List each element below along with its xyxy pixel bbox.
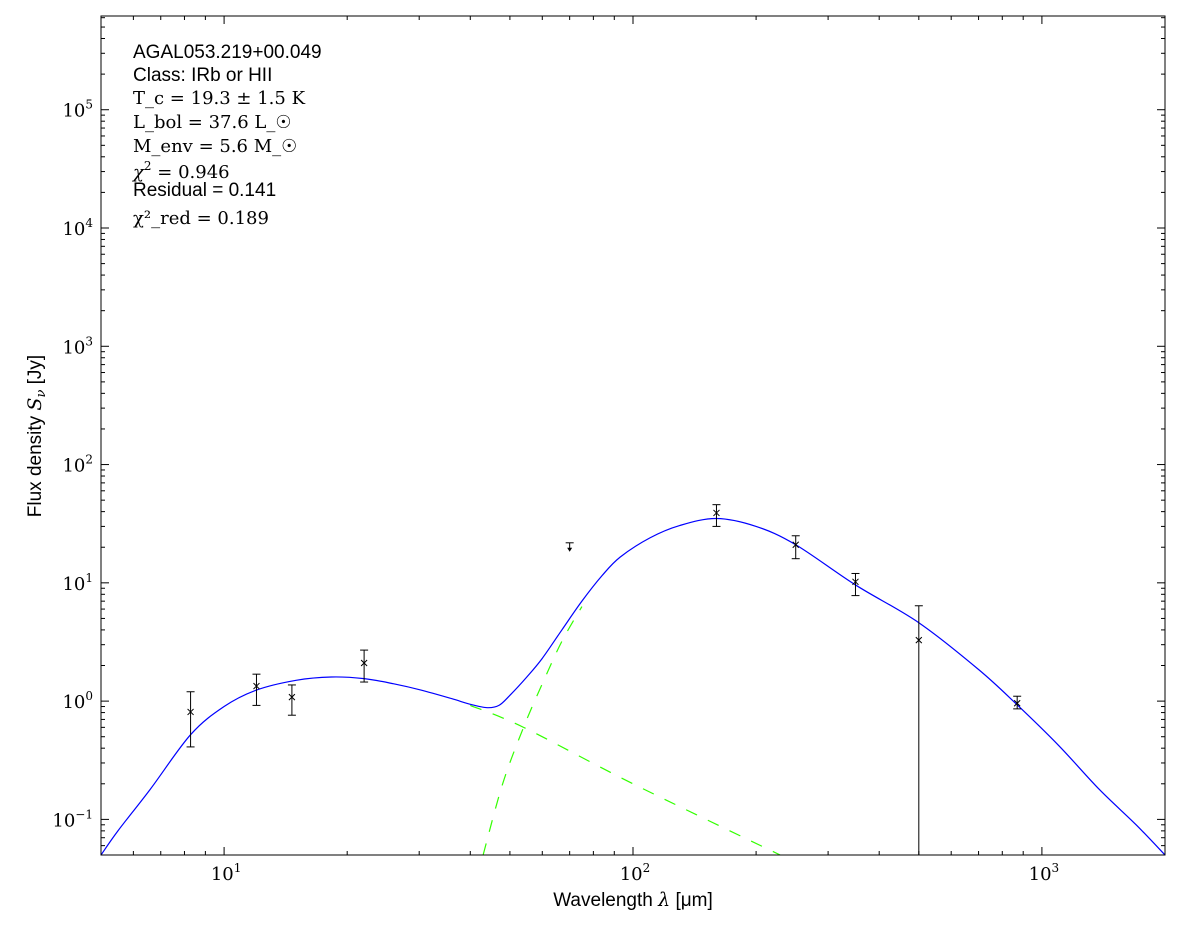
x-tick-label: 103: [1029, 861, 1060, 885]
point-marker: [187, 708, 194, 716]
plot-area: [101, 16, 1165, 855]
x-axis-label: Wavelength λ [μm]: [553, 889, 713, 911]
data-point: [186, 691, 195, 748]
class-label: Class: IRb or HII: [133, 65, 272, 86]
data-point: [712, 504, 721, 527]
point-marker: [288, 693, 296, 701]
point-marker: [1013, 699, 1021, 707]
point-marker: [253, 682, 260, 690]
x-tick-label: 102: [620, 861, 651, 885]
axis-ticks: [100, 16, 1166, 856]
data-point: [360, 649, 369, 683]
math-annotations: T_c = 19.3 ± 1.5 K L_bol = 37.6 L_☉ M_en…: [131, 88, 306, 229]
chi2-label: χ2 = 0.946: [131, 159, 230, 183]
y-tick-label: 100: [62, 689, 93, 713]
point-marker: [915, 636, 923, 644]
point-marker: [360, 659, 368, 667]
y-axis-label: Flux density Sν [Jy]: [24, 355, 49, 517]
total-model-line: [100, 517, 1166, 856]
annotation-block: AGAL053.219+00.049 Class: IRb or HII Res…: [133, 42, 322, 201]
menv-label: M_env = 5.6 M_☉: [133, 136, 297, 157]
data-point: [791, 535, 800, 560]
y-tick-label: 104: [62, 216, 93, 240]
y-tick-label: 102: [62, 453, 93, 477]
source-name: AGAL053.219+00.049: [133, 42, 322, 63]
x-tick-label: 101: [211, 861, 242, 885]
model-curves: [100, 517, 1166, 856]
warm-component-line: [470, 704, 781, 856]
y-tick-label: 10−1: [52, 807, 93, 831]
tick-labels: 101 102 103 10−1 100 101 102 103 104 105: [52, 98, 1059, 885]
y-tick-label: 103: [62, 334, 93, 358]
point-marker: [792, 541, 800, 549]
point-marker: [713, 509, 720, 517]
tc-label: T_c = 19.3 ± 1.5 K: [133, 88, 306, 109]
chi2red-label: χ²_red = 0.189: [133, 208, 269, 229]
point-marker: [852, 578, 859, 586]
data-point: [851, 572, 860, 597]
cold-component-line: [482, 606, 583, 856]
y-tick-label: 105: [62, 98, 93, 122]
upper-limit: [565, 542, 574, 552]
lbol-label: L_bol = 37.6 L_☉: [133, 112, 291, 133]
y-tick-label: 101: [62, 571, 93, 595]
data-points: [186, 504, 1022, 855]
residual-label: Residual = 0.141: [133, 180, 276, 201]
data-point: [1013, 695, 1022, 710]
down-arrow-icon: [567, 547, 573, 552]
data-point: [252, 673, 261, 706]
data-point: [914, 605, 923, 855]
plot-frame: [100, 15, 1166, 856]
data-point: [287, 684, 296, 716]
